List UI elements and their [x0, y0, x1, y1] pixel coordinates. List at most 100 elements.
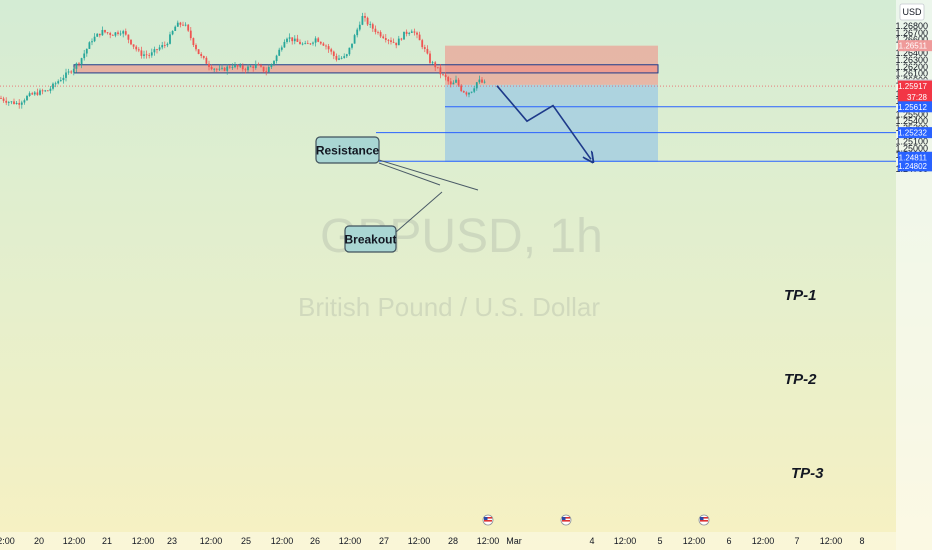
candle: [189, 26, 192, 41]
resistance-zone[interactable]: [73, 64, 659, 74]
time-axis-ticks: 2:00 20 12:00 21 12:00 23 12:00 25 12:00 26 12:00 2…: [0, 536, 865, 546]
candle: [332, 50, 335, 60]
candle: [213, 67, 216, 73]
candle: [59, 77, 62, 82]
candle: [377, 30, 379, 35]
candle: [325, 44, 327, 50]
resistance-callout[interactable]: Resistance: [315, 136, 380, 164]
candle: [382, 34, 385, 39]
candle: [369, 21, 372, 28]
candle: [319, 41, 322, 45]
candle: [470, 91, 473, 94]
candle: [278, 47, 281, 57]
event-flag-icon[interactable]: [482, 514, 494, 526]
take-profit-zone[interactable]: [445, 84, 658, 162]
candle: [192, 37, 195, 47]
candle: [244, 67, 247, 74]
time-tick-label: 12:00: [63, 536, 86, 546]
candle: [423, 44, 426, 53]
time-tick-label: 8: [859, 536, 864, 546]
candle: [465, 91, 468, 97]
candle: [483, 79, 486, 84]
time-tick-label: 26: [310, 536, 320, 546]
candle: [31, 91, 34, 96]
time-tick-label: 12:00: [339, 536, 362, 546]
candle: [387, 38, 390, 45]
price-badge-label: 1.25917: [898, 82, 927, 91]
time-tick-label: 21: [102, 536, 112, 546]
candle: [265, 67, 268, 76]
event-flag-icon[interactable]: [698, 514, 710, 526]
candle: [80, 57, 83, 69]
candle: [299, 39, 301, 45]
candle: [457, 77, 460, 88]
time-axis[interactable]: [0, 532, 896, 550]
time-tick-label: 4: [589, 536, 594, 546]
candle: [23, 98, 26, 105]
candle: [429, 50, 431, 65]
candle: [361, 12, 364, 26]
candle: [179, 21, 182, 28]
event-flag-icon[interactable]: [560, 514, 572, 526]
candle: [137, 47, 140, 53]
candle: [114, 32, 117, 38]
candle: [452, 80, 455, 85]
price-badge-label: 1.24811: [899, 153, 928, 162]
candle: [54, 81, 57, 88]
candle: [413, 28, 416, 36]
price-tick-label: 1.26100: [895, 69, 928, 79]
candle: [158, 44, 161, 52]
candle: [340, 56, 343, 60]
time-tick-label: 12:00: [752, 536, 775, 546]
candle: [301, 42, 304, 46]
candle: [130, 39, 132, 46]
candle: [156, 48, 158, 54]
candle: [293, 35, 296, 45]
currency-label: USD: [899, 3, 925, 21]
candle: [117, 30, 119, 36]
candle: [421, 38, 424, 50]
candle: [78, 61, 80, 67]
candle: [104, 29, 106, 34]
candle: [481, 76, 483, 84]
candle: [231, 63, 234, 71]
tp2-label: TP-2: [784, 371, 817, 388]
candle: [205, 56, 208, 64]
candle: [366, 16, 369, 27]
candle: [10, 101, 13, 105]
price-tick-label: 1.25500: [895, 109, 928, 119]
candle: [241, 63, 244, 72]
tp3-label: TP-3: [791, 465, 824, 482]
candle: [335, 53, 338, 62]
candle: [431, 60, 434, 65]
candle: [374, 25, 377, 35]
candle: [140, 46, 143, 59]
breakout-callout[interactable]: Breakout: [344, 225, 397, 253]
time-tick-label: Mar: [506, 536, 522, 546]
candle: [416, 31, 418, 39]
price-badge: 1.25917 37:28: [898, 80, 932, 103]
candle: [176, 20, 179, 27]
time-tick-label: 12:00: [683, 536, 706, 546]
candle: [296, 34, 299, 42]
candle: [262, 66, 265, 73]
candle: [397, 35, 400, 46]
time-tick-label: 28: [448, 536, 458, 546]
candle: [426, 45, 429, 55]
candle: [379, 30, 382, 39]
candle: [5, 97, 8, 106]
candle: [384, 34, 387, 43]
candle: [257, 62, 260, 66]
price-badges: 1.265111.259341.2591737:281.256121.25232…: [898, 40, 932, 172]
candle: [18, 99, 21, 109]
candle: [91, 38, 93, 46]
candle: [288, 33, 291, 43]
candle: [330, 47, 333, 55]
candle: [223, 66, 226, 72]
candle: [33, 90, 36, 96]
candle: [93, 33, 96, 43]
candle: [239, 63, 242, 68]
price-tick-label: 1.25000: [895, 143, 928, 153]
